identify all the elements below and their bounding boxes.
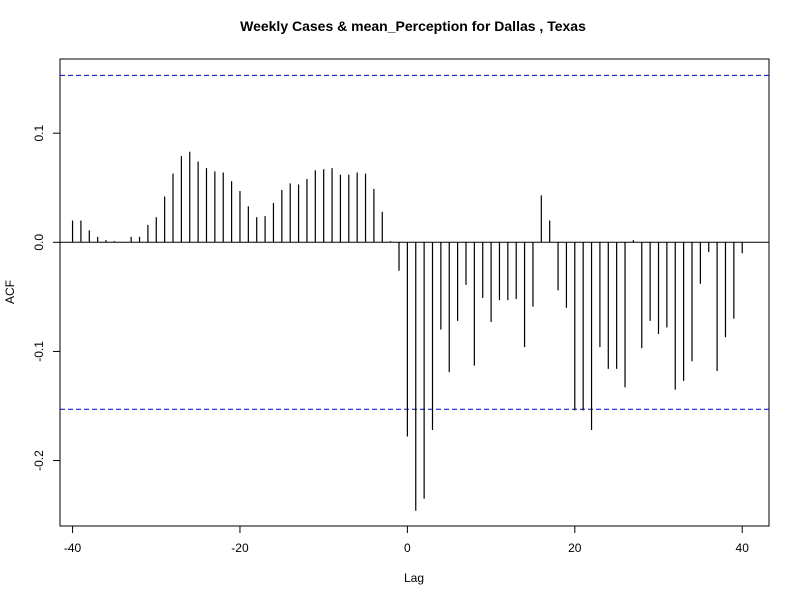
confidence-bounds (60, 74, 769, 410)
y-tick-label: -0.2 (32, 450, 46, 471)
y-tick-label: -0.1 (32, 341, 46, 362)
y-axis: -0.2 -0.1 0.0 0.1 (32, 125, 61, 471)
x-tick-label: 20 (568, 541, 582, 555)
x-axis-label: Lag (404, 571, 424, 585)
y-axis-label: ACF (3, 280, 17, 304)
x-tick-label: 0 (404, 541, 411, 555)
x-tick-label: -20 (231, 541, 249, 555)
plot-frame (59, 58, 770, 527)
chart-title: Weekly Cases & mean_Perception for Dalla… (240, 18, 586, 34)
x-tick-label: -40 (64, 541, 82, 555)
x-axis: -40 -20 0 20 40 (64, 525, 750, 555)
y-tick-label: 0.0 (32, 234, 46, 251)
x-tick-label: 40 (736, 541, 750, 555)
acf-bars (71, 151, 743, 511)
y-tick-label: 0.1 (32, 125, 46, 142)
